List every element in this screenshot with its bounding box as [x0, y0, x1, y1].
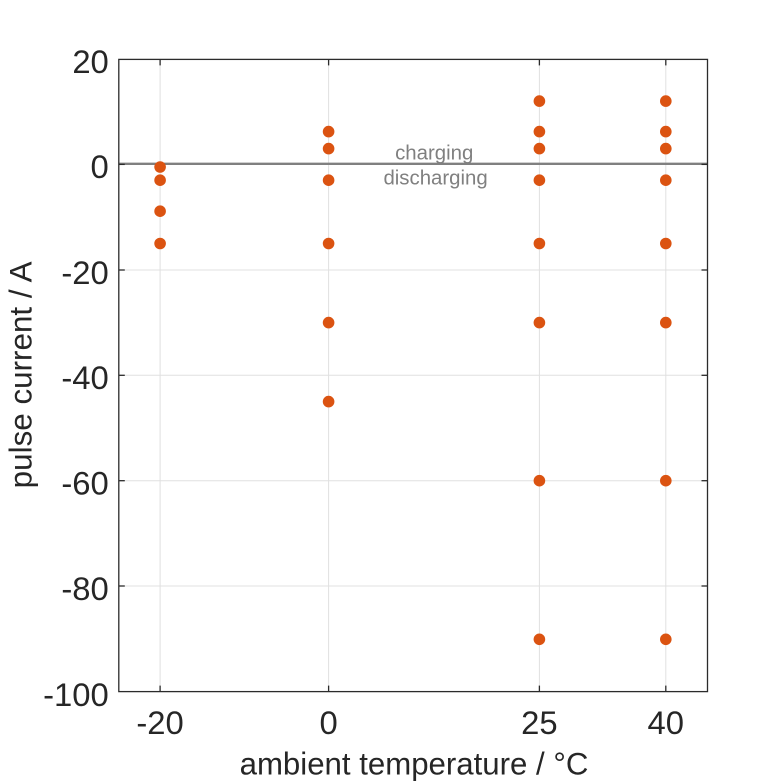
svg-text:charging: charging: [395, 142, 473, 164]
svg-text:-80: -80: [61, 570, 108, 607]
svg-text:pulse current / A: pulse current / A: [4, 261, 39, 488]
svg-text:discharging: discharging: [383, 168, 487, 190]
svg-text:-20: -20: [61, 254, 108, 291]
svg-text:ambient temperature / °C: ambient temperature / °C: [240, 746, 589, 781]
svg-text:40: 40: [648, 704, 684, 741]
svg-text:-100: -100: [43, 676, 109, 713]
svg-text:-40: -40: [61, 359, 108, 396]
svg-text:20: 20: [72, 43, 108, 80]
svg-text:25: 25: [521, 704, 557, 741]
svg-text:-60: -60: [61, 465, 108, 502]
svg-text:0: 0: [91, 148, 109, 185]
svg-text:-20: -20: [136, 704, 183, 741]
svg-text:0: 0: [319, 704, 337, 741]
